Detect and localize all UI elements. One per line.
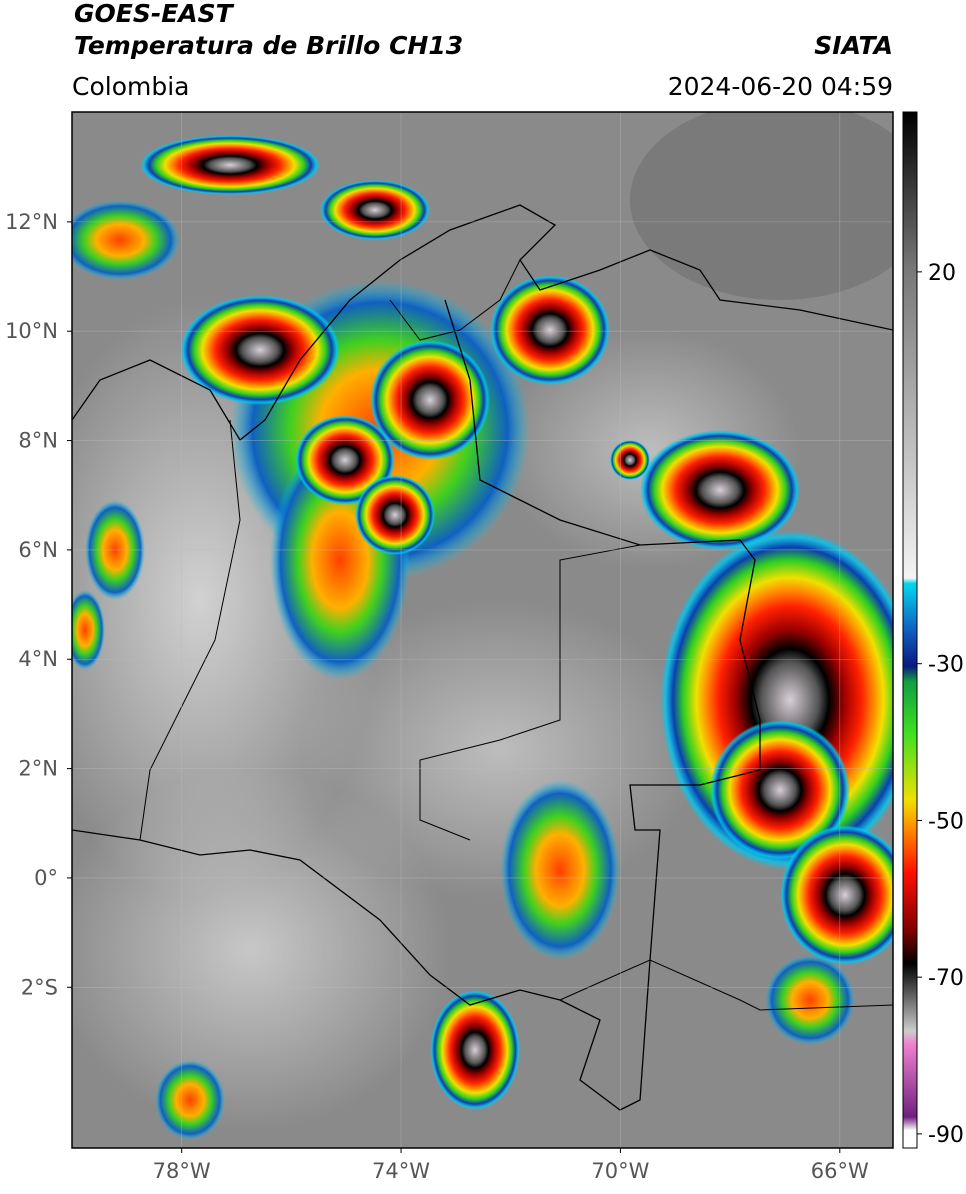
colorbar-tick-label: -30 <box>928 653 964 678</box>
lon-tick-label: 74°W <box>372 1159 430 1183</box>
title: GOES-EAST <box>74 0 235 28</box>
colorbar-tick-label: -70 <box>928 966 964 991</box>
colorbar-tick-label: 20 <box>928 261 956 286</box>
lat-tick-label: 2°N <box>18 757 58 781</box>
colorbar <box>902 111 918 1149</box>
grid <box>72 112 893 1148</box>
lat-tick-label: 10°N <box>5 319 58 343</box>
lat-tick-label: 12°N <box>5 210 58 234</box>
map-frame <box>71 111 894 1149</box>
source: SIATA <box>814 31 893 60</box>
lat-tick-label: 6°N <box>18 538 58 562</box>
datetime: 2024-06-20 04:59 <box>668 72 893 101</box>
lat-tick-label: 4°N <box>18 647 58 671</box>
lat-tick-label: 0° <box>34 866 58 890</box>
lon-tick-label: 70°W <box>591 1159 649 1183</box>
lon-tick-label: 66°W <box>811 1159 869 1183</box>
colorbar-tick-label: -90 <box>928 1123 964 1148</box>
subtitle: Temperatura de Brillo CH13 <box>74 31 463 60</box>
lat-tick-label: 8°N <box>18 429 58 453</box>
colorbar-tick-label: -50 <box>928 809 964 834</box>
region: Colombia <box>72 72 189 101</box>
lat-tick-label: 2°S <box>21 975 58 999</box>
lon-tick-label: 78°W <box>153 1159 211 1183</box>
satellite-image <box>72 112 893 1148</box>
